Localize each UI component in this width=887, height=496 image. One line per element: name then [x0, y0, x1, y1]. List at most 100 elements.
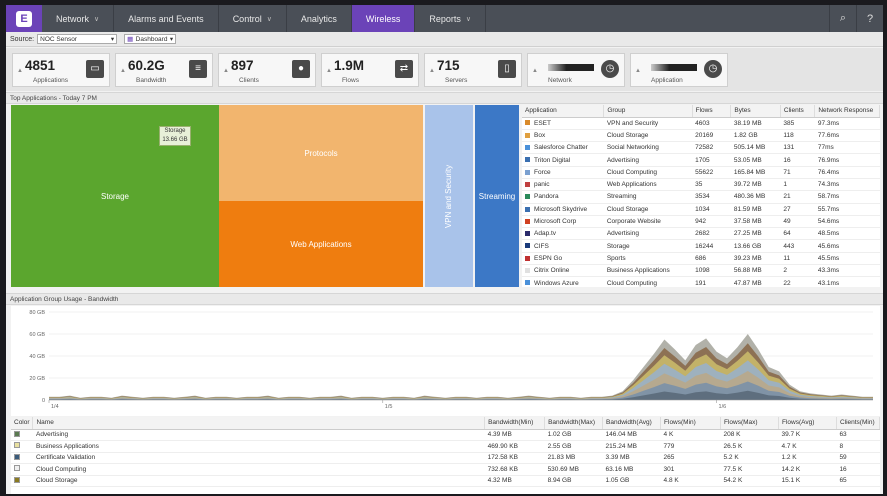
- nav-reports[interactable]: Reports ∨: [415, 5, 486, 32]
- cell-group: Advertising: [603, 227, 693, 241]
- source-label: Source:: [10, 35, 35, 43]
- cell-favg: 15.1 K: [778, 475, 837, 487]
- kpi-applications[interactable]: ▲ 4851 Applications ▭: [12, 53, 110, 87]
- treemap-protocols[interactable]: Protocols: [219, 105, 423, 201]
- help-button[interactable]: ?: [856, 5, 883, 32]
- kpi-value: 715: [437, 58, 460, 73]
- table-row[interactable]: Pandora Streaming 3534 480.36 MB 21 58.7ms: [522, 190, 880, 204]
- cell-clients: 118: [780, 129, 815, 143]
- cell-cmin: 65: [836, 475, 880, 487]
- source-bar: Source: NOC Sensor ▾ ▦ Dashboard ▾: [6, 32, 883, 47]
- cell-bavg: 3.39 MB: [602, 452, 661, 464]
- column-header[interactable]: Flows(Max): [720, 417, 779, 430]
- kpi-flows[interactable]: ▲ 1.9M Flows ⇄: [321, 53, 419, 87]
- table-row[interactable]: Adap.tv Advertising 2682 27.25 MB 64 48.5ms: [522, 227, 880, 241]
- app-icon: [525, 280, 530, 286]
- treemap[interactable]: Storage Protocols Web Applications VPN and …: [11, 105, 519, 287]
- chevron-down-icon: ▾: [110, 36, 115, 43]
- kpi-application[interactable]: ▲ Application ◷: [630, 53, 728, 87]
- cell-resp: 77.6ms: [814, 129, 880, 143]
- table-row[interactable]: Triton Digital Advertising 1705 53.05 MB 16 7…: [522, 153, 880, 167]
- kpi-label: Flows: [342, 77, 359, 84]
- app-name: ESET: [534, 119, 551, 127]
- cell-bavg: 1.05 GB: [602, 475, 661, 487]
- kpi-value: 897: [231, 58, 254, 73]
- table-row[interactable]: Box Cloud Storage 20169 1.82 GB 118 77.6ms: [522, 129, 880, 143]
- app-name: CIFS: [534, 242, 549, 250]
- cell-bytes: 39.72 MB: [730, 178, 781, 192]
- table-row[interactable]: Windows Azure Cloud Computing 191 47.87 MB 2…: [522, 276, 880, 287]
- table-row[interactable]: CIFS Storage 16244 13.66 GB 443 45.6ms: [522, 239, 880, 253]
- cell-clients: 443: [780, 239, 815, 253]
- app-name: Box: [534, 131, 546, 139]
- column-header[interactable]: Application: [522, 105, 605, 118]
- column-header[interactable]: Clients: [780, 105, 816, 118]
- column-header[interactable]: Flows(Min): [660, 417, 721, 430]
- cell-flows: 16244: [692, 239, 731, 253]
- table-row[interactable]: Salesforce Chatter Social Networking 72582…: [522, 141, 880, 155]
- chevron-down-icon: ▾: [169, 36, 174, 43]
- app-icon: [525, 218, 530, 224]
- y-tick-label: 60 GB: [29, 332, 45, 338]
- app-name: Adap.tv: [534, 230, 557, 238]
- nav-network[interactable]: Network ∨: [42, 5, 115, 32]
- kpi-servers[interactable]: ▲ 715 Servers ▯: [424, 53, 522, 87]
- nav-menu: Network ∨ Alarms and Events Control ∨ Analyti…: [42, 5, 486, 32]
- cell-resp: 48.5ms: [814, 227, 880, 241]
- kpi-strip: ▲ 4851 Applications ▭ ▲ 60.2G Bandwidth ≡ ▲ 897 Cl…: [6, 48, 883, 91]
- trend-up-icon: ▲: [532, 68, 538, 74]
- dashboard-select[interactable]: ▦ Dashboard ▾: [124, 34, 177, 44]
- column-header[interactable]: Group: [603, 105, 693, 118]
- column-header[interactable]: Network Response: [814, 105, 880, 118]
- table-row[interactable]: Microsoft Corp Corporate Website 942 37.58 …: [522, 215, 880, 229]
- column-header[interactable]: Flows: [692, 105, 732, 118]
- cell-resp: 43.3ms: [814, 264, 880, 278]
- cell-flows: 2682: [692, 227, 731, 241]
- search-button[interactable]: ⌕: [829, 5, 856, 32]
- column-header[interactable]: Bandwidth(Min): [484, 417, 546, 430]
- nav-control[interactable]: Control ∨: [219, 5, 287, 32]
- app-icon: [525, 267, 530, 273]
- table-row[interactable]: Certificate Validation 172.58 KB 21.83 MB 3…: [11, 452, 880, 464]
- table-row[interactable]: panic Web Applications 35 39.72 MB 1 74.3ms: [522, 178, 880, 192]
- kpi-network[interactable]: ▲ Network ◷: [527, 53, 625, 87]
- table-row[interactable]: Business Applications 469.90 KB 2.55 GB 215…: [11, 440, 880, 453]
- column-header[interactable]: Bandwidth(Avg): [602, 417, 662, 430]
- table-row[interactable]: Cloud Computing 732.68 KB 530.69 MB 63.16 M…: [11, 463, 880, 476]
- kpi-clients[interactable]: ▲ 897 Clients ●: [218, 53, 316, 87]
- nav-alarms-and-events[interactable]: Alarms and Events: [114, 5, 219, 32]
- table-row[interactable]: Microsoft Skydrive Cloud Storage 1034 81.59…: [522, 203, 880, 216]
- cell-clients: 64: [780, 227, 815, 241]
- color-swatch: [14, 465, 20, 472]
- nav-wireless[interactable]: Wireless: [351, 5, 416, 32]
- treemap-vpn-and-security[interactable]: VPN and Security: [425, 105, 473, 287]
- kpi-label: Applications: [33, 77, 69, 84]
- cell-favg: 1.2 K: [778, 452, 837, 464]
- table-row[interactable]: Force Cloud Computing 55622 165.84 MB 71 76.4…: [522, 166, 880, 179]
- source-select[interactable]: NOC Sensor ▾: [37, 34, 118, 44]
- dashboard-icon: ▦: [127, 36, 134, 43]
- logo[interactable]: E: [6, 5, 42, 32]
- table-row[interactable]: Citrix Online Business Applications 1098 56…: [522, 264, 880, 278]
- table-row[interactable]: ESPN Go Sports 686 39.23 MB 11 45.5ms: [522, 252, 880, 266]
- treemap-streaming[interactable]: Streaming: [475, 105, 519, 287]
- cell-resp: 97.3ms: [814, 117, 880, 130]
- color-swatch: [14, 442, 20, 449]
- treemap-web-applications[interactable]: Web Applications: [219, 201, 423, 287]
- color-swatch: [14, 453, 20, 460]
- column-header[interactable]: Bandwidth(Max): [544, 417, 604, 430]
- nav-analytics[interactable]: Analytics: [287, 5, 352, 32]
- kpi-bandwidth[interactable]: ▲ 60.2G Bandwidth ≡: [115, 53, 213, 87]
- column-header[interactable]: Name: [32, 417, 486, 430]
- column-header[interactable]: Bytes: [730, 105, 781, 118]
- app-name: Windows Azure: [534, 279, 579, 287]
- column-header[interactable]: Clients(Min): [836, 417, 880, 430]
- table-row[interactable]: Advertising 4.39 MB 1.02 GB 146.04 MB 4 K 208…: [11, 429, 880, 441]
- cell-clients: 27: [780, 203, 815, 216]
- table-row[interactable]: ESET VPN and Security 4603 38.19 MB 385 97.3m…: [522, 117, 880, 130]
- column-header[interactable]: Flows(Avg): [778, 417, 837, 430]
- column-header[interactable]: Color: [11, 417, 34, 430]
- app-name: Pandora: [534, 193, 559, 201]
- top-apps-header: Top Applications - Today 7 PM: [6, 92, 883, 104]
